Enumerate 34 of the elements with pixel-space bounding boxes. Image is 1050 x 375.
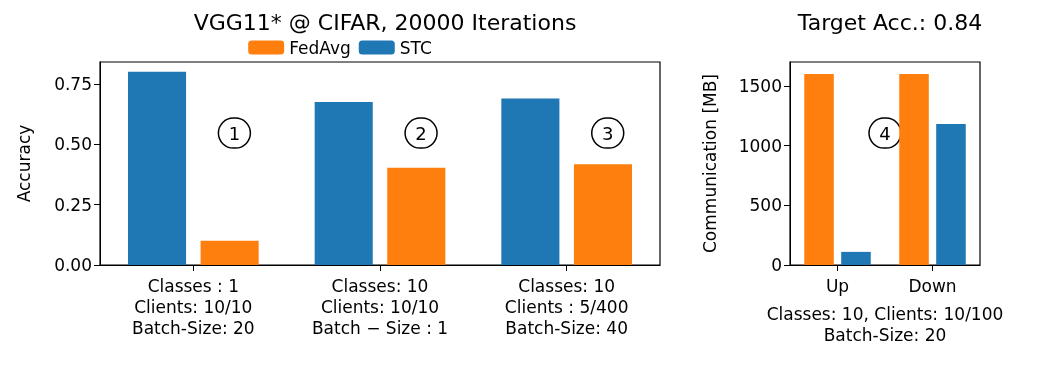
bar [387,167,446,265]
bar [200,240,259,265]
x-tick-label: Down [908,275,957,296]
y-tick-label: 0.00 [54,255,92,275]
y-tick-label: 1500 [738,75,782,96]
y-tick-label: 0.25 [54,194,92,215]
y-tick-label: 1000 [738,135,782,156]
chart-title: Target Acc.: 0.84 [796,9,983,35]
y-axis-title: Accuracy [13,124,34,203]
x-tick-label: Classes : 1 Clients: 10/10 Batch-Size: 20 [132,275,255,338]
annotation: 4 [879,122,891,144]
bar [314,102,373,265]
bar [501,98,560,265]
x-tick-label: Classes: 10 Clients : 5/400 Batch-Size: 40 [504,275,629,338]
legend-label: STC [399,37,432,58]
bar [899,73,929,265]
bar [841,251,871,265]
chart-title: VGG11* @ CIFAR, 20000 Iterations [193,9,577,35]
annotation: 2 [415,122,427,144]
x-tick-label: Up [825,275,850,296]
annotation: 1 [228,122,241,144]
y-tick-label: 0 [771,255,782,275]
bar [573,164,632,265]
x-axis-title: Classes: 10, Clients: 10/100 Batch-Size: 20 [766,303,1004,345]
y-tick-label: 0.50 [54,134,92,155]
annotation: 3 [602,122,614,144]
bar [128,71,187,265]
y-tick-label: 0.75 [54,73,92,94]
legend-label: FedAvg [289,37,351,58]
y-tick-label: 500 [749,195,782,216]
x-tick-label: Classes: 10 Clients: 10/10 Batch − Size : 1 [311,275,449,338]
bar [804,73,834,265]
bar [936,124,966,265]
y-axis-title: Communication [MB] [699,74,720,253]
